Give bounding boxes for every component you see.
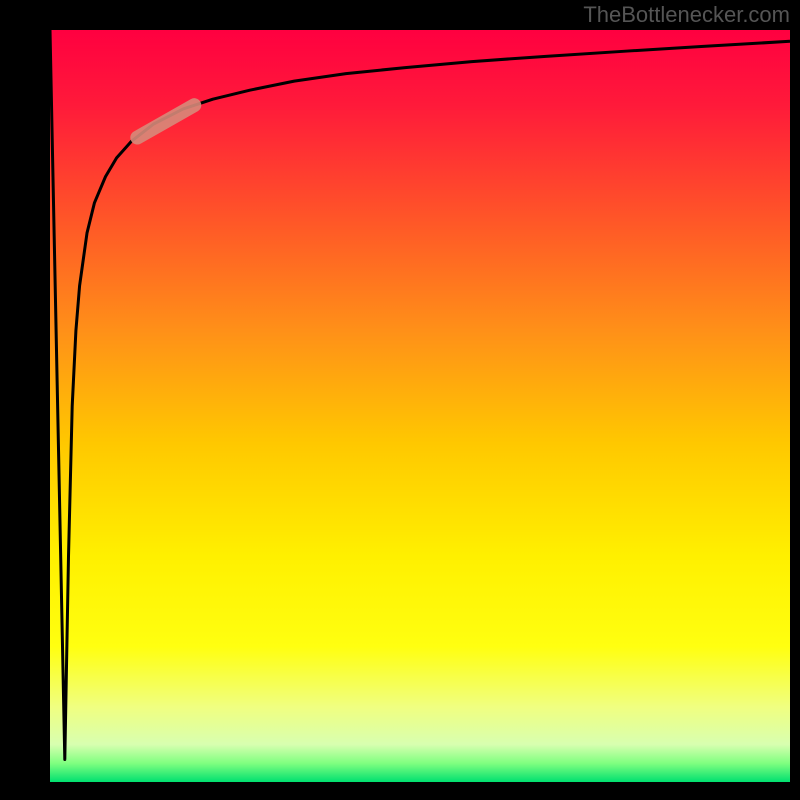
curve-layer bbox=[0, 0, 800, 800]
watermark-text: TheBottlenecker.com bbox=[583, 2, 790, 28]
highlight-segment bbox=[137, 105, 194, 137]
main-curve bbox=[50, 30, 790, 759]
